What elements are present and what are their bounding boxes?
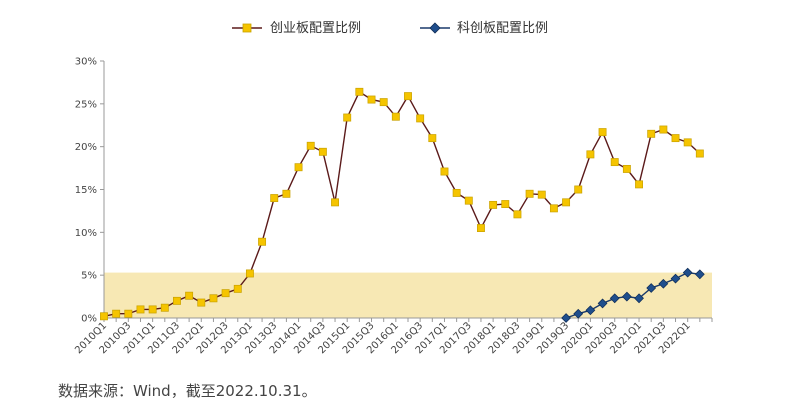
y-tick-label: 10% [75, 228, 97, 239]
data-point [306, 141, 315, 150]
y-tick-label: 25% [75, 99, 97, 110]
data-point [573, 308, 584, 319]
data-point [525, 189, 534, 198]
data-point [428, 134, 437, 143]
data-point [331, 198, 339, 207]
y-tick-label: 20% [75, 142, 97, 153]
highlight-band-layer [104, 272, 712, 318]
data-point [477, 224, 485, 232]
data-point [343, 113, 352, 122]
data-point [379, 98, 388, 107]
data-point [646, 283, 657, 293]
data-point [598, 128, 607, 137]
data-point [634, 293, 644, 304]
data-point [440, 167, 449, 176]
data-point [233, 284, 242, 293]
data-point [670, 273, 681, 284]
legend-label-gem: 创业板配置比例 [270, 21, 361, 36]
data-point [489, 200, 498, 209]
data-point [561, 313, 571, 323]
data-point [258, 237, 267, 246]
data-point [416, 114, 425, 123]
data-point [549, 204, 558, 213]
data-point [404, 92, 412, 101]
data-point [609, 293, 620, 304]
data-point [245, 269, 254, 278]
series-layer [100, 87, 705, 323]
data-point [537, 190, 546, 199]
data-point [585, 305, 596, 316]
series-2 [561, 267, 705, 323]
data-point [124, 309, 133, 318]
data-point [621, 291, 632, 302]
data-point [160, 303, 169, 312]
data-point [658, 278, 669, 289]
legend: 创业板配置比例 科创板配置比例 [232, 21, 548, 36]
data-point [574, 185, 583, 194]
data-point [197, 298, 206, 307]
data-point [635, 180, 643, 189]
data-point [209, 294, 218, 303]
data-point [694, 269, 705, 280]
data-point [185, 291, 194, 300]
data-point [391, 112, 400, 121]
source-note: 数据来源：Wind，截至2022.10.31。 [58, 382, 317, 400]
y-tick-label: 0% [81, 314, 97, 325]
data-point [647, 129, 656, 138]
y-tick-label: 15% [75, 185, 97, 196]
data-point [622, 164, 631, 173]
data-point [562, 198, 571, 207]
y-tick-label: 30% [75, 57, 97, 68]
data-point [136, 305, 145, 314]
data-point [100, 312, 108, 321]
data-point [671, 134, 680, 143]
data-point [367, 95, 376, 104]
data-point [683, 138, 692, 147]
data-point [695, 149, 704, 158]
data-point [112, 309, 121, 318]
data-point [610, 158, 619, 167]
data-point [294, 163, 303, 172]
legend-label-star: 科创板配置比例 [457, 21, 548, 36]
data-point [597, 298, 608, 309]
data-point [148, 305, 157, 314]
highlight-band [104, 272, 712, 318]
data-point [173, 296, 181, 305]
y-tick-label: 5% [81, 271, 97, 282]
data-point [318, 147, 327, 156]
series-1 [100, 87, 704, 321]
legend-marker-gem [242, 23, 252, 33]
data-point [452, 188, 461, 197]
data-point [221, 289, 230, 298]
data-point [282, 189, 291, 198]
data-point [270, 194, 279, 203]
data-point [501, 200, 510, 209]
data-point [355, 87, 364, 96]
data-point [513, 210, 522, 219]
data-point [659, 125, 668, 134]
data-point [682, 267, 693, 278]
legend-marker-star [429, 22, 441, 34]
data-point [464, 196, 473, 205]
data-point [586, 150, 595, 159]
